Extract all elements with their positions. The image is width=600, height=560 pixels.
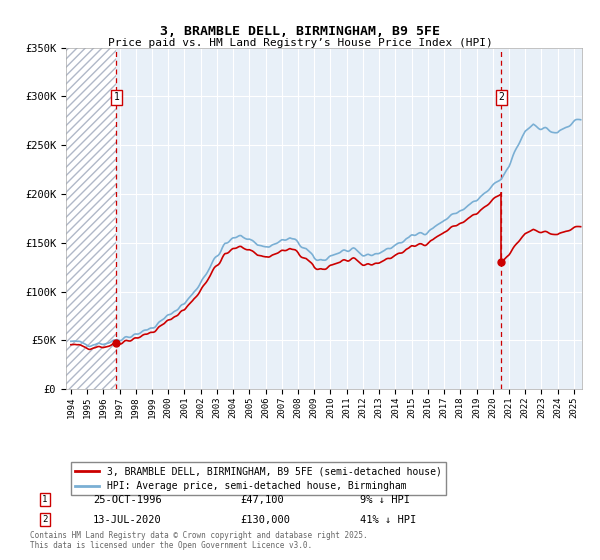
Text: 13-JUL-2020: 13-JUL-2020: [93, 515, 162, 525]
Text: 1: 1: [43, 495, 47, 504]
Text: Price paid vs. HM Land Registry’s House Price Index (HPI): Price paid vs. HM Land Registry’s House …: [107, 38, 493, 48]
Bar: [66, 48, 116, 389]
Text: £130,000: £130,000: [240, 515, 290, 525]
Text: Contains HM Land Registry data © Crown copyright and database right 2025.
This d: Contains HM Land Registry data © Crown c…: [30, 530, 368, 550]
Text: 1: 1: [113, 92, 119, 102]
Text: 3, BRAMBLE DELL, BIRMINGHAM, B9 5FE: 3, BRAMBLE DELL, BIRMINGHAM, B9 5FE: [160, 25, 440, 38]
Text: 2: 2: [499, 92, 504, 102]
Legend: 3, BRAMBLE DELL, BIRMINGHAM, B9 5FE (semi-detached house), HPI: Average price, s: 3, BRAMBLE DELL, BIRMINGHAM, B9 5FE (sem…: [71, 463, 446, 495]
Text: 2: 2: [43, 515, 47, 524]
Text: 41% ↓ HPI: 41% ↓ HPI: [360, 515, 416, 525]
Text: £47,100: £47,100: [240, 494, 284, 505]
Text: 25-OCT-1996: 25-OCT-1996: [93, 494, 162, 505]
Text: 9% ↓ HPI: 9% ↓ HPI: [360, 494, 410, 505]
